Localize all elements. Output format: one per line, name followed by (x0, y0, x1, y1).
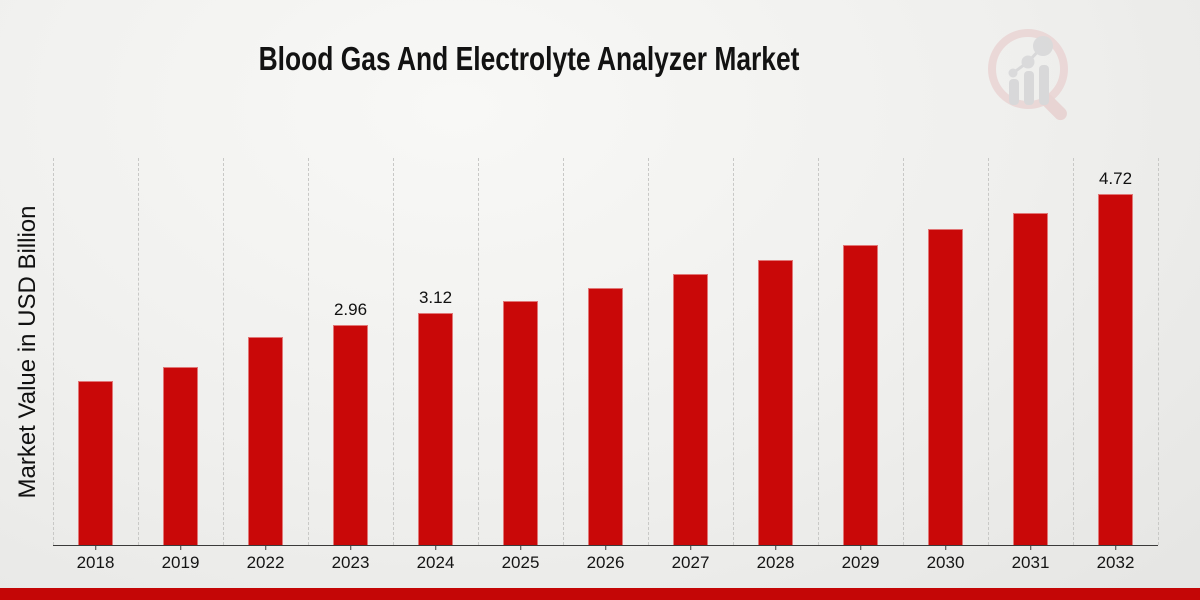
gridline (393, 158, 394, 545)
x-tick-label: 2026 (586, 553, 625, 572)
x-tick-label: 2029 (841, 553, 880, 572)
gridline (1073, 158, 1074, 545)
axis-tick (264, 545, 267, 550)
x-tick-label: 2023 (331, 553, 370, 572)
x-tick-label: 2031 (1011, 553, 1050, 572)
axis-tick (1029, 545, 1032, 550)
axis-tick (774, 545, 777, 550)
bar-value-label: 2.96 (333, 299, 368, 319)
x-tick-label: 2030 (926, 553, 965, 572)
plot-area: 2018 2019 2022 2.96 2023 3.12 2024 2025 2026 2027… (53, 158, 1159, 572)
bar-2023 (333, 324, 368, 545)
logo-bar-large (1039, 65, 1049, 105)
gridline (478, 158, 479, 545)
logo-bar-small (1009, 79, 1019, 105)
x-tick-label: 2022 (246, 553, 285, 572)
bar-2022 (248, 337, 283, 545)
gridline (733, 158, 734, 545)
x-tick-label: 2018 (76, 553, 115, 572)
x-tick-label: 2019 (161, 553, 200, 572)
bar-2027 (673, 274, 708, 545)
axis-tick (944, 545, 947, 550)
bar-2024 (418, 312, 453, 545)
x-tick-label: 2032 (1096, 553, 1135, 572)
gridline (138, 158, 139, 545)
axis-tick (689, 545, 692, 550)
y-axis-title: Market Value in USD Billion (14, 205, 41, 499)
bar-2029 (843, 245, 878, 545)
x-tick-label: 2024 (416, 553, 455, 572)
gridline (53, 158, 54, 545)
axis-tick (519, 545, 522, 550)
bar-2028 (758, 259, 793, 545)
x-tick-label: 2025 (501, 553, 540, 572)
gridline (648, 158, 649, 545)
logo-dot-medium (1021, 55, 1035, 69)
gridline (308, 158, 309, 545)
x-tick-label: 2027 (671, 553, 710, 572)
bar-value-label: 3.12 (418, 287, 453, 307)
bar-2031 (1013, 213, 1048, 545)
axis-tick (349, 545, 352, 550)
magnifier-bar-chart-logo-icon (988, 29, 1068, 121)
axis-tick (1114, 545, 1117, 550)
footer-banner (0, 588, 1200, 600)
x-tick-label: 2028 (756, 553, 795, 572)
logo-bar-medium (1024, 71, 1034, 105)
gridline (818, 158, 819, 545)
bar-2026 (588, 287, 623, 545)
gridline (903, 158, 904, 545)
bar-2019 (163, 367, 198, 545)
axis-tick (94, 545, 97, 550)
bar-2025 (503, 300, 538, 545)
chart-header: Blood Gas And Electrolyte Analyzer Marke… (0, 40, 1059, 78)
logo-dot-small (1008, 68, 1018, 78)
bar-value-label: 4.72 (1098, 168, 1133, 188)
bar-2032 (1098, 193, 1133, 545)
page-title: Blood Gas And Electrolyte Analyzer Marke… (259, 40, 800, 77)
axis-tick (859, 545, 862, 550)
axis-tick (604, 545, 607, 550)
logo-dot-large (1033, 36, 1053, 56)
gridline (223, 158, 224, 545)
gridline (988, 158, 989, 545)
bar-2018 (78, 381, 113, 545)
gridline (563, 158, 564, 545)
axis-tick (434, 545, 437, 550)
bar-2030 (928, 229, 963, 545)
gridline (1158, 158, 1159, 545)
axis-tick (179, 545, 182, 550)
